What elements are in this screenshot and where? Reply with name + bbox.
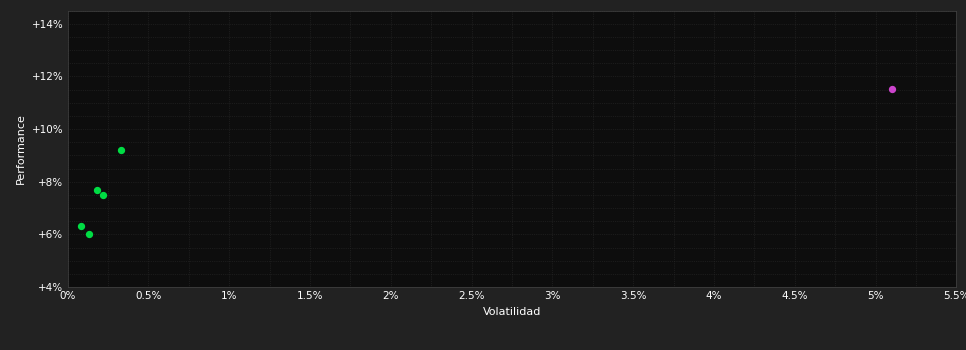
Point <box>113 147 128 153</box>
X-axis label: Volatilidad: Volatilidad <box>483 307 541 317</box>
Point <box>81 232 97 237</box>
Point <box>89 187 104 192</box>
Point <box>884 87 899 92</box>
Point <box>72 224 88 229</box>
Point <box>96 192 111 198</box>
Y-axis label: Performance: Performance <box>16 113 26 184</box>
